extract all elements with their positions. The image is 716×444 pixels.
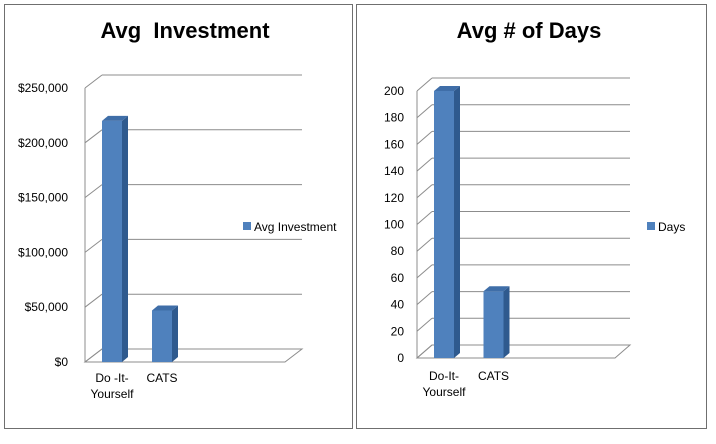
chart-title: Avg Investment xyxy=(100,18,270,43)
y-tick-label: 80 xyxy=(391,244,405,258)
y-tick-label: 140 xyxy=(384,164,404,178)
bar-front xyxy=(483,291,504,358)
gridline-depth xyxy=(84,293,103,308)
bar-front xyxy=(152,310,172,362)
avg-days-chart: Avg # of Days 0 20 40 60 80 100 120 140 160 180 20… xyxy=(384,18,685,399)
y-tick-label: 160 xyxy=(384,137,404,151)
y-tick-label: 40 xyxy=(391,298,405,312)
chart-title: Avg # of Days xyxy=(457,18,602,43)
x-category-label: Do-It-Yourself xyxy=(423,369,467,399)
bar-front xyxy=(434,91,454,358)
y-tick-label: 100 xyxy=(384,218,404,232)
gridline-depth xyxy=(416,104,433,119)
gridline-depth xyxy=(416,131,433,145)
gridline-depth xyxy=(416,157,433,172)
x-category-label: CATS xyxy=(478,369,509,383)
x-category-label: Do -It-Yourself xyxy=(91,371,135,401)
gridline-depth xyxy=(416,184,433,199)
y-tick-label: $250,000 xyxy=(18,81,68,95)
y-tick-label: 60 xyxy=(391,271,405,285)
gridline-depth xyxy=(84,239,103,253)
bar-front xyxy=(102,120,122,362)
y-tick-label: 180 xyxy=(384,111,404,125)
gridline-depth xyxy=(84,129,103,144)
y-tick-label: $50,000 xyxy=(25,300,69,314)
chart-panel-avg-days: Avg # of Days 0 20 40 60 80 100 120 140 160 180 20… xyxy=(356,4,707,429)
y-tick-label: $0 xyxy=(55,355,69,369)
bar-side xyxy=(122,115,128,362)
gridline-depth xyxy=(416,291,433,305)
bar-top xyxy=(483,286,510,292)
gridline-depth xyxy=(416,77,433,92)
bar-side xyxy=(503,286,510,358)
y-tick-label: 20 xyxy=(391,324,405,338)
bar-side xyxy=(454,86,460,358)
y-tick-label: $100,000 xyxy=(18,245,68,259)
x-category-label: CATS xyxy=(146,371,177,385)
gridline-depth xyxy=(416,237,433,252)
gridline-depth xyxy=(84,74,103,89)
legend-swatch xyxy=(243,222,251,230)
y-tick-label: 0 xyxy=(397,351,404,365)
gridline-depth xyxy=(416,211,433,225)
y-tick-label: 200 xyxy=(384,84,404,98)
gridline-depth xyxy=(416,317,433,332)
gridline-depth xyxy=(84,184,103,198)
legend-label: Days xyxy=(658,220,685,234)
legend-label: Avg Investment xyxy=(254,220,337,234)
bar-top xyxy=(434,86,460,91)
bar-top xyxy=(102,115,128,121)
bar-top xyxy=(152,305,178,311)
y-tick-label: $150,000 xyxy=(18,191,68,205)
avg-investment-chart: Avg Investment $0 $50,000 $100,000 $150,000… xyxy=(18,18,337,401)
floor xyxy=(83,348,304,363)
chart-panel-avg-investment: Avg Investment $0 $50,000 $100,000 $150,000… xyxy=(4,4,353,429)
floor xyxy=(415,344,632,359)
y-tick-label: 120 xyxy=(384,191,404,205)
bar-side xyxy=(172,305,178,362)
y-tick-label: $200,000 xyxy=(18,136,68,150)
gridline-depth xyxy=(416,264,433,279)
legend-swatch xyxy=(647,222,655,230)
